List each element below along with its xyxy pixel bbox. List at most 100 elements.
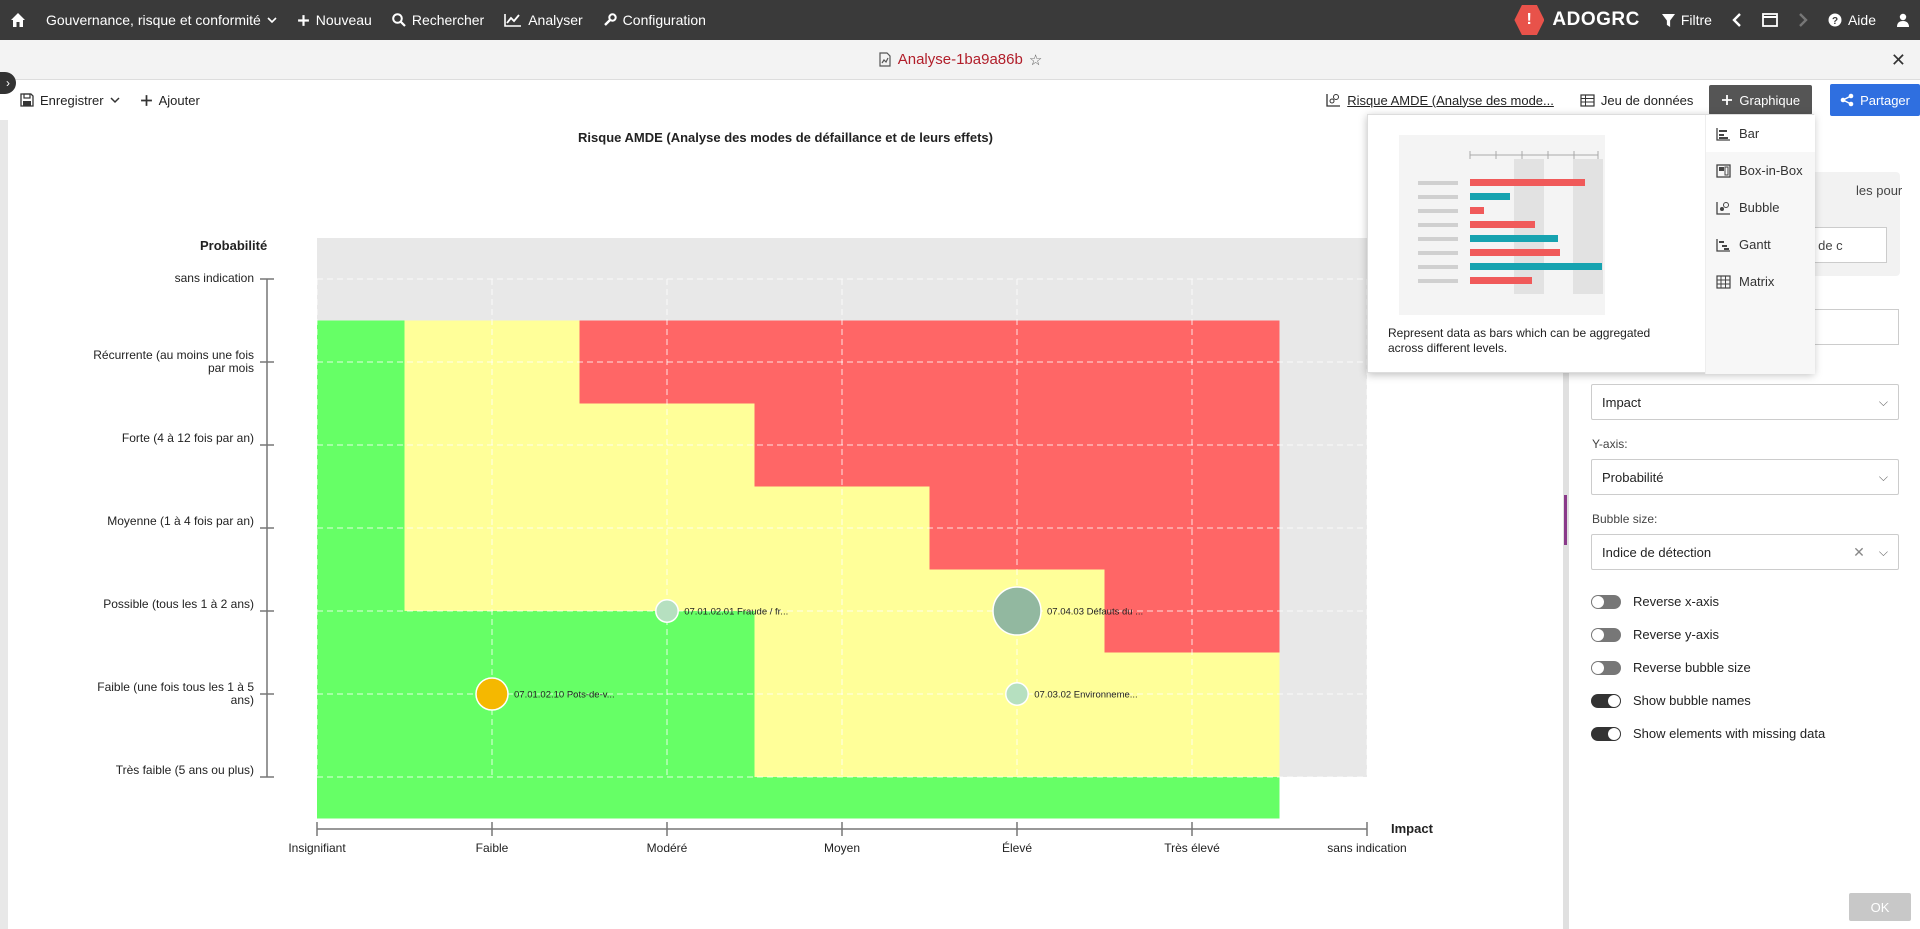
warning-icon: ! <box>1514 5 1545 35</box>
y-tick-label: sans indication <box>174 271 254 285</box>
plus-icon <box>140 94 152 106</box>
chevron-down-icon: ⌵ <box>1878 544 1888 559</box>
svg-text:?: ? <box>1832 16 1838 27</box>
help-button[interactable]: ? Aide <box>1818 0 1886 40</box>
nav-grc-menu[interactable]: Gouvernance, risque et conformité <box>36 0 287 40</box>
user-icon <box>1897 13 1909 27</box>
filter-label: Filtre <box>1680 12 1712 28</box>
filter-button[interactable]: Filtre <box>1652 0 1722 40</box>
plus-icon <box>297 14 309 26</box>
dataset-button[interactable]: Jeu de données <box>1570 85 1704 115</box>
save-label: Enregistrer <box>40 92 104 108</box>
y-tick-label: Forte (4 à 12 fois par an) <box>121 431 254 445</box>
y-tick-label: Possible (tous les 1 à 2 ans) <box>103 597 254 611</box>
nav-configuration-button[interactable]: Configuration <box>593 0 716 40</box>
panel-resize-handle[interactable] <box>1563 120 1569 929</box>
y-axis-title: Probabilité <box>200 238 268 253</box>
chart-type-bar-label: Bar <box>1739 126 1760 141</box>
chart-type-popup: Represent data as bars which can be aggr… <box>1367 114 1815 374</box>
toggle-switch[interactable] <box>1591 693 1621 708</box>
resize-grip[interactable] <box>1564 495 1567 545</box>
sidebar-expand-icon[interactable]: › <box>0 72 16 94</box>
setting-toggle-row[interactable]: Show elements with missing data <box>1591 726 1825 741</box>
window-icon <box>1762 13 1778 27</box>
top-navigation-bar: Gouvernance, risque et conformité Nouvea… <box>0 0 1920 40</box>
bubble-size-label: Bubble size: <box>1592 512 1658 526</box>
nav-configuration-label: Configuration <box>622 12 706 28</box>
toggle-switch[interactable] <box>1591 726 1621 741</box>
search-icon <box>392 13 406 27</box>
nav-analyze-button[interactable]: Analyser <box>494 0 592 40</box>
bubble-chart-icon <box>1326 94 1341 107</box>
y-axis-select[interactable]: Probabilité ⌵ <box>1591 459 1899 495</box>
share-button[interactable]: Partager <box>1830 84 1920 116</box>
x-axis-select[interactable]: Impact ⌵ <box>1591 384 1899 420</box>
home-button[interactable] <box>0 0 36 40</box>
graph-label: Graphique <box>1739 92 1801 108</box>
chart-type-menu: Bar Box-in-Box Bubble Gantt Matrix <box>1705 115 1815 374</box>
settings-select-partial-value: s de c <box>1808 237 1843 253</box>
bubble-size-select[interactable]: Indice de détection ✕ ⌵ <box>1591 534 1899 570</box>
chart-type-preview: Represent data as bars which can be aggr… <box>1368 115 1705 374</box>
dataset-label: Jeu de données <box>1600 92 1694 108</box>
y-tick-label: Très faible (5 ans ou plus) <box>115 763 254 777</box>
setting-toggle-row[interactable]: Reverse x-axis <box>1591 594 1719 609</box>
document-title: Analyse-1ba9a86b ☆ <box>878 51 1043 69</box>
setting-toggle-row[interactable]: Reverse y-axis <box>1591 627 1719 642</box>
home-icon <box>11 13 25 27</box>
settings-info-text: les pour <box>1856 183 1903 198</box>
setting-toggle-row[interactable]: Show bubble names <box>1591 693 1751 708</box>
graph-button[interactable]: Graphique <box>1709 85 1813 115</box>
toggle-switch[interactable] <box>1591 594 1621 609</box>
share-icon <box>1840 93 1854 107</box>
setting-toggle-row[interactable]: Reverse bubble size <box>1591 660 1751 675</box>
chart-type-gantt[interactable]: Gantt <box>1706 226 1815 263</box>
chart-type-description: Represent data as bars which can be aggr… <box>1388 326 1651 355</box>
chart-type-matrix[interactable]: Matrix <box>1706 263 1815 300</box>
window-button[interactable] <box>1752 0 1788 40</box>
toggle-switch[interactable] <box>1591 660 1621 675</box>
analysis-doc-icon <box>879 52 891 67</box>
nav-new-button[interactable]: Nouveau <box>287 0 382 40</box>
left-edge <box>0 120 8 929</box>
bar-chart-preview-image <box>1399 135 1605 315</box>
y-axis-label: Y-axis: <box>1592 437 1628 451</box>
save-button[interactable]: Enregistrer <box>10 85 130 115</box>
toggle-label: Reverse x-axis <box>1633 594 1719 609</box>
x-tick-label: Élevé <box>1001 841 1033 855</box>
wrench-icon <box>603 13 617 26</box>
chevron-down-icon <box>110 97 120 104</box>
brand-logo: ! ADOGRC <box>1502 5 1651 35</box>
x-tick-label: Modéré <box>646 841 688 855</box>
chart-type-box-in-box[interactable]: Box-in-Box <box>1706 152 1815 189</box>
help-icon: ? <box>1828 13 1842 27</box>
clear-icon[interactable]: ✕ <box>1853 543 1865 560</box>
save-icon <box>20 93 34 107</box>
forward-button[interactable] <box>1788 0 1818 40</box>
add-button[interactable]: Ajouter <box>130 85 210 115</box>
nav-grc-label: Gouvernance, risque et conformité <box>46 12 261 28</box>
close-icon[interactable]: ✕ <box>1890 50 1906 70</box>
chart-title: Risque AMDE (Analyse des modes de défail… <box>578 130 993 145</box>
chart-type-bubble[interactable]: Bubble <box>1706 189 1815 226</box>
nav-search-label: Rechercher <box>411 12 485 28</box>
chart-type-bar[interactable]: Bar <box>1706 115 1815 152</box>
gantt-chart-icon <box>1716 238 1730 252</box>
chart-type-bubble-label: Bubble <box>1739 200 1780 215</box>
analysis-source-link[interactable]: Risque AMDE (Analyse des mode... <box>1316 85 1564 115</box>
nav-new-label: Nouveau <box>315 12 372 28</box>
toggle-label: Reverse y-axis <box>1633 627 1719 642</box>
x-tick-label: Très élevé <box>1164 841 1220 855</box>
ok-button[interactable]: OK <box>1849 893 1911 921</box>
nav-analyze-label: Analyser <box>528 12 583 28</box>
user-button[interactable] <box>1886 0 1920 40</box>
toggle-switch[interactable] <box>1591 627 1621 642</box>
nav-search-button[interactable]: Rechercher <box>382 0 494 40</box>
favorite-star-icon[interactable]: ☆ <box>1028 51 1043 69</box>
toggle-label: Show elements with missing data <box>1633 726 1826 741</box>
plus-icon <box>1722 95 1733 105</box>
back-button[interactable] <box>1722 0 1752 40</box>
chart-line-icon <box>504 14 522 27</box>
analysis-source-label: Risque AMDE (Analyse des mode... <box>1347 92 1554 108</box>
x-axis-value: Impact <box>1602 394 1642 410</box>
